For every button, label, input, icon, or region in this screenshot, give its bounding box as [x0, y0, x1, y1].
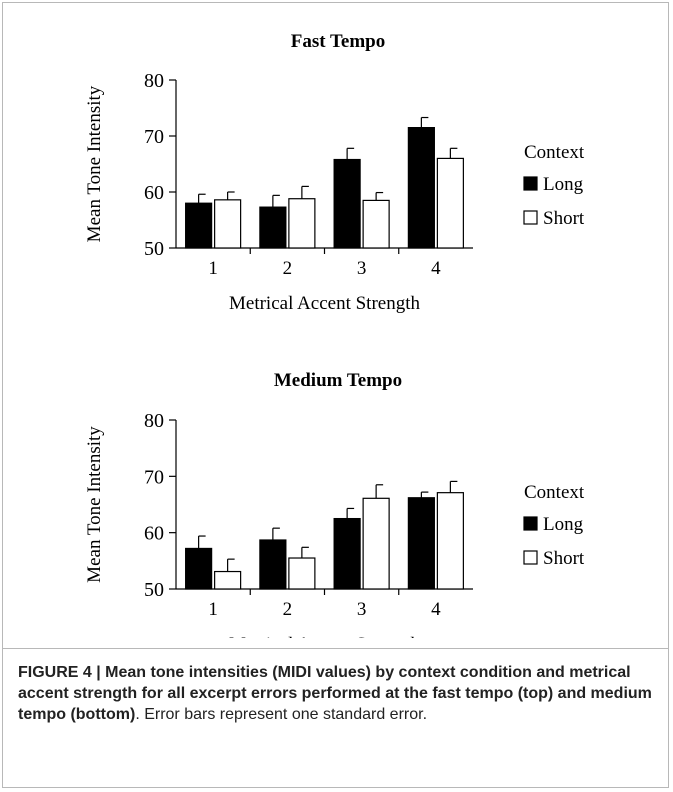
- y-tick-label: 80: [144, 70, 164, 92]
- x-tick-label: 4: [431, 258, 441, 279]
- bar-long: [407, 126, 435, 249]
- legend-swatch-long: [523, 516, 538, 531]
- legend-label-long: Long: [543, 174, 584, 195]
- y-tick-label: 70: [144, 466, 164, 488]
- bar-long: [185, 547, 213, 590]
- caption-bold: FIGURE 4 | Mean tone intensities (MIDI v…: [18, 664, 652, 723]
- bar-short: [288, 557, 316, 590]
- chart-title: Fast Tempo: [291, 31, 386, 52]
- medium-tempo-chart: Medium Tempo Mean Tone Intensity 50 60 70 80 1…: [84, 370, 585, 638]
- legend-label-short: Short: [543, 548, 585, 569]
- bar-short: [288, 198, 316, 249]
- bar-short: [214, 570, 242, 590]
- bar-long: [407, 497, 435, 590]
- x-tick-label: 2: [283, 258, 293, 279]
- bar-long: [259, 206, 287, 249]
- legend-swatch-long: [523, 176, 538, 191]
- y-tick-label: 60: [144, 182, 164, 204]
- legend-title: Context: [524, 482, 585, 503]
- legend-swatch-short: [523, 210, 538, 225]
- x-tick-label: 2: [283, 599, 293, 620]
- y-tick-label: 50: [144, 579, 164, 601]
- y-axis-label: Mean Tone Intensity: [84, 85, 105, 242]
- x-tick-label: 1: [208, 258, 218, 279]
- x-axis-label: Metrical Accent Strength: [229, 293, 420, 314]
- legend-label-long: Long: [543, 514, 584, 535]
- bar-short: [436, 492, 464, 590]
- bar-short: [436, 157, 464, 249]
- legend-label-short: Short: [543, 208, 585, 229]
- y-axis-label: Mean Tone Intensity: [84, 426, 105, 583]
- legend-title: Context: [524, 142, 585, 163]
- x-tick-label: 1: [208, 599, 218, 620]
- bar-long: [333, 158, 361, 249]
- x-tick-label: 3: [357, 258, 367, 279]
- caption-separator: [2, 648, 669, 649]
- fast-tempo-chart: Fast Tempo Mean Tone Intensity 50 60 70 80 1 2 3…: [84, 31, 585, 314]
- y-tick-label: 60: [144, 523, 164, 545]
- bar-short: [362, 497, 390, 590]
- bar-short: [362, 199, 390, 249]
- y-tick-label: 50: [144, 238, 164, 260]
- y-tick-label: 70: [144, 126, 164, 148]
- bar-long: [333, 517, 361, 590]
- x-tick-label: 4: [431, 599, 441, 620]
- legend-swatch-short: [523, 550, 538, 565]
- x-axis-label: Metrical Accent Strength: [229, 634, 420, 638]
- x-tick-label: 3: [357, 599, 367, 620]
- bar-long: [185, 202, 213, 249]
- bar-short: [214, 199, 242, 249]
- chart-title: Medium Tempo: [274, 370, 402, 391]
- y-tick-label: 80: [144, 410, 164, 432]
- figure-caption: FIGURE 4 | Mean tone intensities (MIDI v…: [18, 662, 658, 725]
- caption-rest: . Error bars represent one standard erro…: [135, 706, 428, 723]
- bar-long: [259, 539, 287, 590]
